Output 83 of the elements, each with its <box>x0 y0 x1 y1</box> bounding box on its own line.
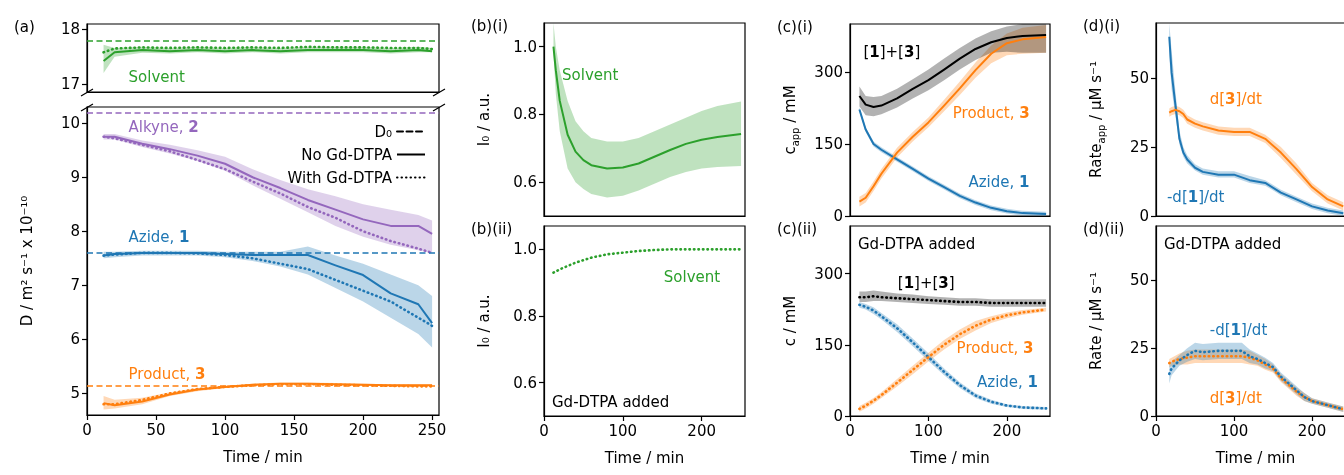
y-axis-title: I₀ / a.u. <box>475 92 493 147</box>
line-series <box>858 295 1048 305</box>
y-tick-label: 0 <box>833 407 843 425</box>
series-label: d[3]/dt <box>1209 89 1262 108</box>
x-tick-label: 0 <box>845 421 855 440</box>
x-tick-label: 100 <box>608 421 638 440</box>
chart-title: (b)(i) <box>471 16 509 35</box>
x-tick-label: 250 <box>417 420 447 439</box>
chart-title: (c)(i) <box>777 17 813 36</box>
y-tick-label: 7 <box>70 276 80 295</box>
y-tick-label: 10 <box>60 114 80 133</box>
x-tick-label: 200 <box>348 420 378 439</box>
y-tick-label: 8 <box>70 222 80 241</box>
y-tick-label: 0.8 <box>513 105 537 124</box>
y-tick-label: 17 <box>60 74 80 93</box>
chart-title: (d)(ii) <box>1083 219 1125 238</box>
series-label: -d[1]/dt <box>1166 187 1225 206</box>
legend-label: D₀ <box>374 122 392 141</box>
x-tick-label: 200 <box>1297 421 1327 440</box>
series-label: Alkyne, 2 <box>128 118 199 137</box>
x-tick-label: 0 <box>539 421 549 440</box>
y-tick-label: 5 <box>70 384 80 403</box>
annotation: Gd-DTPA added <box>552 393 670 411</box>
series-label: d[3]/dt <box>1209 389 1262 408</box>
x-tick-label: 200 <box>687 421 716 440</box>
y-axis-title: Rateapp / μM s⁻¹ <box>1087 61 1107 178</box>
x-axis-title: Time / min <box>909 449 990 467</box>
series-label: Azide, 1 <box>128 227 190 246</box>
x-tick-label: 50 <box>146 420 166 439</box>
x-tick-label: 200 <box>992 421 1022 440</box>
y-tick-label: 50 <box>1129 271 1149 290</box>
y-tick-label: 1.0 <box>513 37 537 56</box>
chart-title: (c)(ii) <box>777 219 817 238</box>
y-tick-label: 1.0 <box>513 240 537 259</box>
y-axis-title: I₀ / a.u. <box>475 294 493 348</box>
series-label: Solvent <box>562 65 619 84</box>
y-axis-title: capp / mM <box>781 85 801 155</box>
chart-title: (d)(i) <box>1083 16 1121 35</box>
y-tick-label: 300 <box>814 264 843 283</box>
x-tick-label: 0 <box>82 420 92 439</box>
line-series <box>552 45 743 170</box>
series-label: [1]+[3] <box>863 42 921 61</box>
y-tick-label: 0.8 <box>513 307 537 325</box>
annotation: Gd-DTPA added <box>1164 235 1282 253</box>
series-label: Azide, 1 <box>968 173 1030 192</box>
series-label: Azide, 1 <box>977 373 1039 392</box>
y-tick-label: 18 <box>60 20 80 39</box>
legend-label: No Gd-DTPA <box>301 145 393 164</box>
y-tick-label: 0 <box>833 207 843 225</box>
series-label: -d[1]/dt <box>1209 321 1268 340</box>
series-label: Product, 3 <box>128 364 206 383</box>
series-label: Solvent <box>663 268 721 287</box>
x-tick-label: 100 <box>914 421 943 440</box>
y-tick-label: 9 <box>70 168 80 187</box>
x-axis-title: Time / min <box>222 448 303 466</box>
chart-title: (b)(ii) <box>471 219 513 238</box>
y-tick-label: 150 <box>814 135 843 153</box>
y-axis-title: Rate / μM s⁻¹ <box>1087 272 1105 370</box>
y-tick-label: 0 <box>1139 207 1149 225</box>
y-tick-label: 0 <box>1139 407 1149 425</box>
y-axis-title: c / mM <box>781 295 799 347</box>
x-tick-label: 100 <box>210 420 240 439</box>
series-label: Product, 3 <box>952 104 1030 123</box>
y-tick-label: 150 <box>814 335 843 354</box>
y-tick-label: 25 <box>1129 138 1149 157</box>
y-tick-label: 25 <box>1129 339 1149 358</box>
y-tick-label: 6 <box>70 330 80 349</box>
series-label: Product, 3 <box>956 338 1034 357</box>
series-label: [1]+[3] <box>897 273 955 292</box>
x-axis-title: Time / min <box>603 449 685 467</box>
annotation: Gd-DTPA added <box>858 235 976 253</box>
series-label: Solvent <box>128 67 186 86</box>
x-tick-label: 0 <box>1151 421 1161 440</box>
y-axis-title: D / m² s⁻¹ x 10⁻¹⁰ <box>18 195 36 327</box>
chart-title: (a) <box>14 17 35 36</box>
x-axis-title: Time / min <box>1214 449 1296 467</box>
y-tick-label: 0.6 <box>513 373 537 392</box>
y-tick-label: 50 <box>1129 69 1149 88</box>
x-tick-label: 100 <box>1219 421 1249 440</box>
x-tick-label: 150 <box>279 420 309 439</box>
y-tick-label: 300 <box>814 63 843 81</box>
y-tick-label: 0.6 <box>513 173 537 192</box>
legend-label: With Gd-DTPA <box>287 168 393 187</box>
